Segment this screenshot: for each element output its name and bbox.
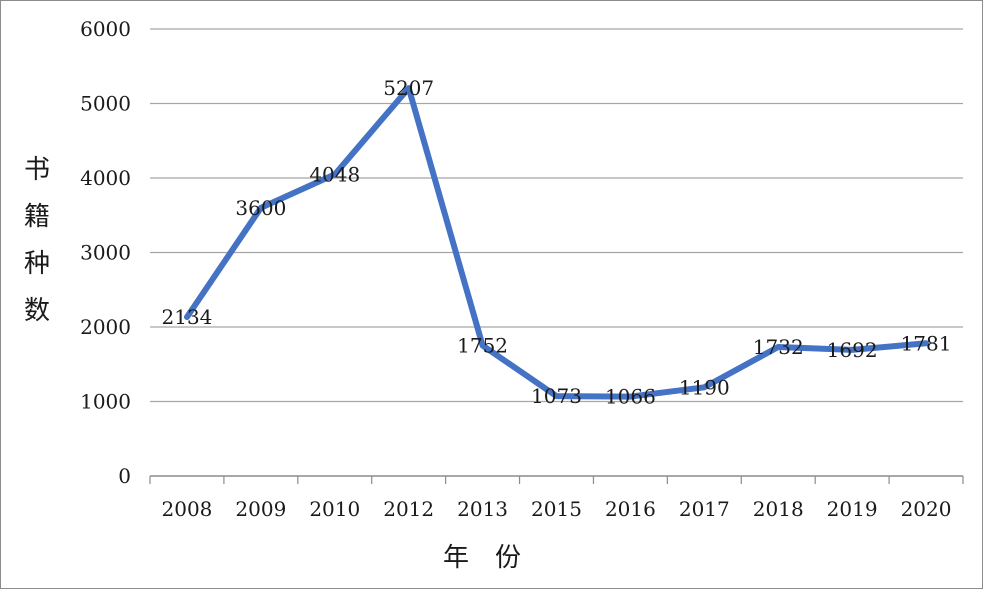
x-tick-label: 2017: [679, 497, 730, 521]
gridlines: [150, 28, 963, 477]
y-tick-label: 4000: [80, 166, 131, 190]
x-tick-label: 2012: [383, 497, 434, 521]
x-tick-label: 2008: [162, 497, 213, 521]
x-tick-label: 2009: [235, 497, 286, 521]
data-label: 5207: [383, 76, 434, 100]
y-tick-label: 2000: [80, 315, 131, 339]
x-tick-marks: [149, 476, 964, 484]
data-label: 1781: [901, 331, 952, 355]
data-label: 1692: [827, 338, 878, 362]
data-label: 1190: [679, 375, 730, 399]
x-tick-label: 2015: [531, 497, 582, 521]
x-tick-label: 2016: [605, 497, 656, 521]
y-axis-title-char: 数: [24, 296, 50, 326]
y-tick-label: 3000: [80, 241, 131, 265]
data-label: 1732: [753, 335, 804, 359]
x-tick-label: 2010: [309, 497, 360, 521]
data-label: 3600: [235, 196, 286, 220]
y-tick-label: 0: [118, 464, 131, 488]
y-tick-labels: 0 1000 2000 3000 4000 5000 6000: [80, 17, 131, 488]
series-line: [184, 85, 929, 400]
data-label: 4048: [309, 162, 360, 186]
x-tick-labels: 2008 2009 2010 2012 2013 2015 2016 2017 2018 2019…: [162, 497, 952, 521]
y-axis-title-char: 种: [24, 249, 50, 279]
y-axis-title-char: 书: [24, 155, 50, 185]
data-label: 2134: [162, 305, 213, 329]
y-axis-title-char: 籍: [24, 202, 50, 232]
y-tick-label: 6000: [80, 17, 131, 41]
data-label: 1073: [531, 384, 582, 408]
x-tick-label: 2019: [827, 497, 878, 521]
data-label: 1066: [605, 385, 656, 409]
data-label: 1752: [457, 333, 508, 357]
y-tick-label: 1000: [80, 390, 131, 414]
data-labels: 2134 3600 4048 5207 1752 1073 1066 1190 1732 1692…: [162, 76, 952, 409]
x-tick-label: 2013: [457, 497, 508, 521]
x-axis-title: 年 份: [443, 543, 521, 573]
x-tick-label: 2020: [901, 497, 952, 521]
x-tick-label: 2018: [753, 497, 804, 521]
y-tick-label: 5000: [80, 92, 131, 116]
